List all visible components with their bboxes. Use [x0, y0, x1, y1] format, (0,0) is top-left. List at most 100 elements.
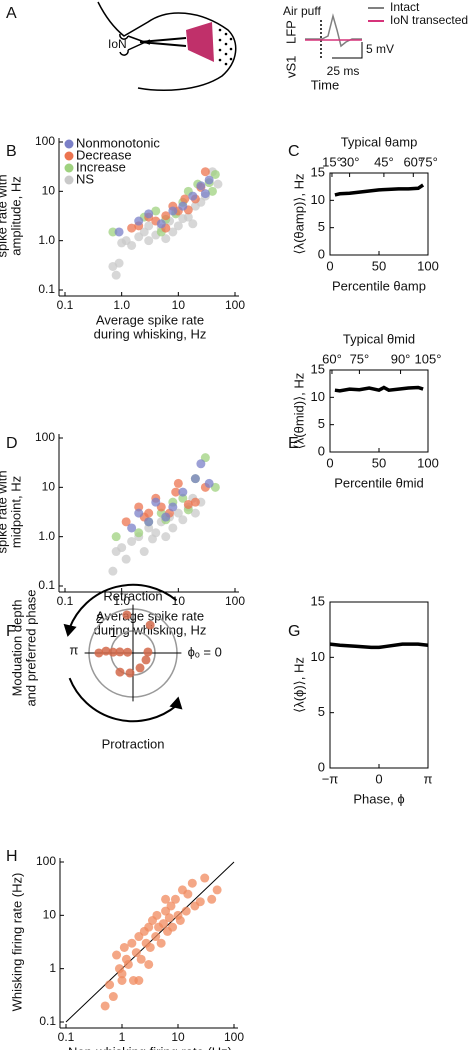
point: [122, 610, 132, 620]
x-tick-label: 1.0: [113, 594, 130, 608]
arrow-head: [63, 623, 77, 637]
point: [111, 270, 121, 280]
point: [195, 897, 205, 907]
point: [171, 487, 181, 497]
y-tick-label: 10: [311, 192, 325, 207]
point: [190, 497, 200, 507]
point: [121, 554, 131, 564]
point: [117, 975, 127, 985]
x-tick-label: 50: [372, 258, 386, 273]
point: [175, 916, 185, 926]
x-label: Phase, ϕ: [353, 791, 404, 806]
x-tick-label: 100: [417, 258, 439, 273]
y-tick-label: 0.1: [39, 1014, 56, 1028]
y-tick-label: 1: [49, 961, 56, 975]
point: [168, 523, 178, 533]
point: [94, 648, 104, 658]
x-tick-label: 0.1: [57, 594, 74, 608]
point: [161, 512, 171, 522]
bottom-label: Protraction: [102, 736, 165, 751]
point: [134, 975, 144, 985]
point: [164, 913, 174, 923]
y-tick-label: 0: [318, 759, 325, 774]
point: [127, 240, 137, 250]
ring-label: 2: [96, 611, 103, 626]
point: [200, 189, 210, 199]
x2-tick-label: 75°: [350, 351, 370, 366]
x-label: Non-whisking firing rate (Hz): [68, 1044, 232, 1050]
y-tick-label: 0: [318, 443, 325, 458]
y-tick-label: 100: [35, 134, 55, 148]
top-label: Retraction: [103, 588, 162, 603]
x2-tick-label: 60°: [403, 154, 423, 169]
y-label: midpoint, Hz: [8, 476, 23, 548]
point: [161, 532, 171, 542]
legend-label: Increase: [76, 159, 126, 174]
point: [121, 517, 131, 527]
point: [196, 459, 206, 469]
legend-label: Intact: [390, 0, 420, 14]
x2-tick-label: 60°: [322, 351, 342, 366]
chart-title: Typical θamp: [341, 134, 418, 149]
y-label: Moduation depth: [9, 600, 24, 697]
x-tick-label: 1.0: [113, 298, 130, 312]
legend-label: Nonmonotonic: [76, 135, 160, 150]
whisker-pad: [186, 22, 214, 62]
point: [173, 221, 183, 231]
point: [101, 646, 111, 656]
point: [117, 543, 127, 553]
scale-y: 5 mV: [366, 42, 394, 56]
point: [158, 919, 168, 929]
point: [204, 478, 214, 488]
point: [145, 942, 155, 952]
y-tick-label: 15: [311, 593, 325, 608]
point: [156, 938, 166, 948]
point: [144, 236, 154, 246]
x-tick-label: 100: [224, 1030, 244, 1044]
legend-marker: [64, 139, 74, 149]
point: [134, 528, 144, 538]
point: [196, 181, 206, 191]
point: [117, 969, 127, 979]
point: [114, 258, 124, 268]
y-label: amplitude, Hz: [8, 176, 23, 255]
y-tick-label: 1.0: [38, 529, 55, 543]
point: [183, 212, 193, 222]
legend-marker: [64, 163, 74, 173]
point: [136, 954, 146, 964]
point: [144, 209, 154, 219]
legend-label: Decrease: [76, 147, 132, 162]
point: [178, 493, 188, 503]
panel-letter: G: [288, 623, 300, 640]
head-outline: [97, 1, 237, 91]
y-label: ⟨λ(ϕ)⟩, Hz: [291, 657, 306, 713]
y-tick-label: 100: [36, 854, 56, 868]
point: [161, 234, 171, 244]
point: [188, 191, 198, 201]
whisker-dots: [218, 28, 233, 66]
arrow-arc: [68, 677, 178, 723]
x-tick-label: 10: [172, 298, 186, 312]
point: [144, 517, 154, 527]
point: [108, 566, 118, 576]
x2-tick-label: 75°: [418, 154, 438, 169]
panel-letter: F: [6, 623, 16, 640]
point: [108, 647, 118, 657]
panel-letter: A: [6, 5, 17, 22]
point: [131, 948, 141, 958]
point: [180, 194, 190, 204]
panel-letter: H: [6, 848, 18, 865]
point: [143, 647, 153, 657]
point: [210, 169, 220, 179]
point: [188, 219, 198, 229]
y-tick-label: 0: [318, 246, 325, 261]
y-tick-label: 5: [318, 704, 325, 719]
legend-marker: [64, 175, 74, 185]
x-tick-label: 100: [225, 298, 245, 312]
point: [168, 922, 178, 932]
y-tick-label: 0.1: [38, 282, 55, 296]
x-tick-label: 100: [417, 455, 439, 470]
point: [187, 878, 197, 888]
x-tick-label: 0: [326, 258, 333, 273]
